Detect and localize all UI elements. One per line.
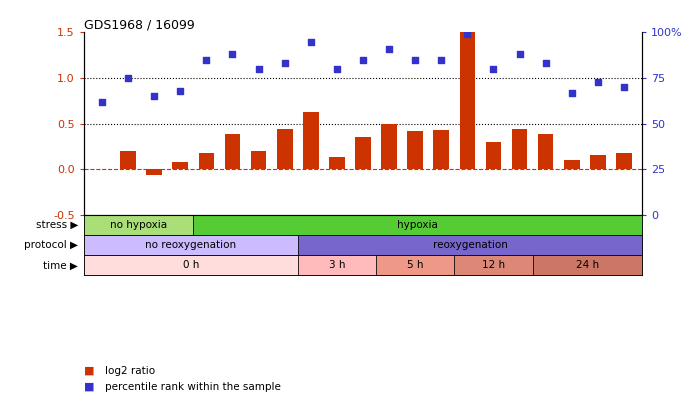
Text: stress ▶: stress ▶ [36,220,78,230]
Text: no reoxygenation: no reoxygenation [145,240,237,250]
Bar [84,255,298,275]
Text: GDS1968 / 16099: GDS1968 / 16099 [84,18,195,31]
Point [540,60,551,66]
Point [488,66,499,72]
Text: percentile rank within the sample: percentile rank within the sample [105,382,281,392]
Bar [198,153,214,169]
Bar [355,137,371,169]
Point [201,56,212,63]
Point [357,56,369,63]
Bar [147,169,162,175]
Point [514,51,525,58]
Text: 0 h: 0 h [183,260,199,270]
Bar [381,124,397,169]
Point [383,46,394,52]
Text: 24 h: 24 h [576,260,599,270]
Bar [564,160,579,169]
Bar [225,134,240,169]
Bar [251,151,267,169]
Bar [433,130,449,169]
Text: 3 h: 3 h [329,260,345,270]
Bar [590,156,606,169]
Text: hypoxia: hypoxia [397,220,438,230]
Point [332,66,343,72]
Bar [329,157,345,169]
Text: time ▶: time ▶ [43,260,78,270]
Bar [512,129,528,169]
Bar [84,235,298,255]
Bar [616,153,632,169]
Text: reoxygenation: reoxygenation [433,240,507,250]
Bar [172,162,188,169]
Bar [459,32,475,169]
Bar [454,255,533,275]
Text: protocol ▶: protocol ▶ [24,240,78,250]
Bar [120,151,136,169]
Point [436,56,447,63]
Point [253,66,264,72]
Bar [298,235,642,255]
Text: ■: ■ [84,366,94,375]
Point [462,31,473,37]
Point [96,98,107,105]
Bar [486,142,501,169]
Point [123,75,134,81]
Text: 12 h: 12 h [482,260,505,270]
Point [566,90,577,96]
Bar [277,129,292,169]
Point [305,38,316,45]
Bar [537,134,554,169]
Bar [84,215,193,235]
Bar [193,215,642,235]
Bar [376,255,454,275]
Text: ■: ■ [84,382,94,392]
Point [149,93,160,100]
Bar [298,255,376,275]
Point [227,51,238,58]
Bar [303,112,318,169]
Point [410,56,421,63]
Text: log2 ratio: log2 ratio [105,366,155,375]
Bar [408,131,423,169]
Point [279,60,290,66]
Text: no hypoxia: no hypoxia [110,220,167,230]
Point [174,87,186,94]
Point [618,84,630,90]
Point [592,78,603,85]
Text: 5 h: 5 h [407,260,424,270]
Bar [533,255,642,275]
